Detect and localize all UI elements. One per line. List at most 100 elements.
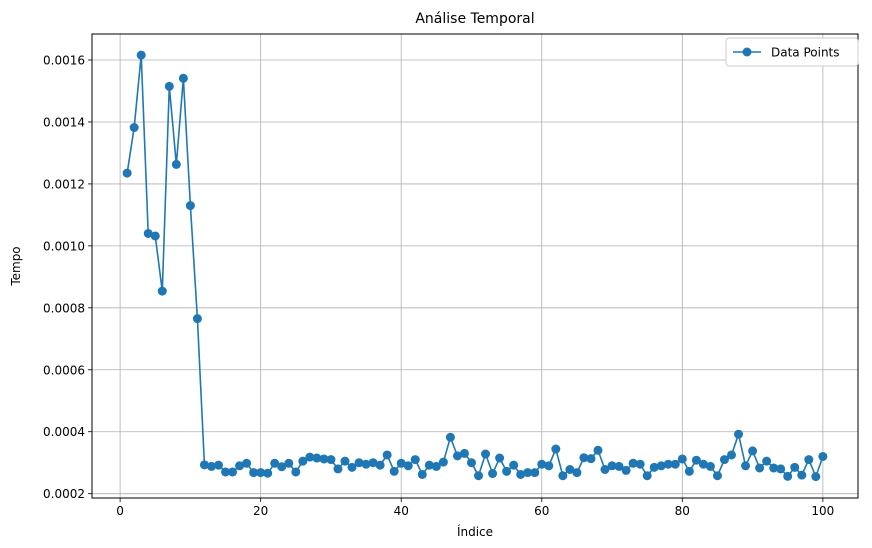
data-point — [361, 459, 371, 469]
data-point — [424, 460, 434, 470]
data-point — [157, 286, 167, 296]
y-tick-label: 0.0002 — [43, 487, 85, 501]
data-point — [375, 460, 385, 470]
data-point — [319, 454, 329, 464]
data-point — [396, 458, 406, 468]
data-point — [452, 451, 462, 461]
data-point — [734, 429, 744, 439]
data-point — [213, 460, 223, 470]
plot-frame — [91, 33, 859, 499]
x-tick-label: 60 — [534, 504, 549, 518]
data-point — [586, 454, 596, 464]
data-point — [670, 459, 680, 469]
x-tick-label: 20 — [253, 504, 268, 518]
data-point — [621, 465, 631, 475]
y-tick-label: 0.0004 — [43, 425, 85, 439]
data-point — [719, 455, 729, 465]
data-point — [544, 461, 554, 471]
data-point — [347, 462, 357, 472]
y-tick-label: 0.0016 — [43, 54, 85, 68]
data-point — [368, 458, 378, 468]
data-point — [649, 462, 659, 472]
data-point — [530, 468, 540, 478]
data-point — [698, 459, 708, 469]
legend: Data Points — [725, 37, 859, 67]
data-point — [783, 471, 793, 481]
data-point — [206, 461, 216, 471]
data-point — [818, 451, 828, 461]
data-point — [171, 159, 181, 169]
data-point — [642, 471, 652, 481]
data-point — [748, 446, 758, 456]
data-point — [199, 460, 209, 470]
chart-title: Análise Temporal — [415, 11, 534, 27]
data-point — [635, 459, 645, 469]
data-point — [488, 469, 498, 479]
data-point — [389, 466, 399, 476]
y-tick-label: 0.0006 — [43, 363, 85, 377]
data-point — [741, 461, 751, 471]
data-point — [403, 461, 413, 471]
data-point — [445, 432, 455, 442]
y-tick-label: 0.0014 — [43, 115, 85, 129]
data-point — [284, 458, 294, 468]
data-point — [466, 458, 476, 468]
data-point — [150, 231, 160, 241]
data-point — [326, 455, 336, 465]
data-point — [192, 314, 202, 324]
data-point — [431, 461, 441, 471]
data-point — [495, 453, 505, 463]
data-point — [354, 458, 364, 468]
data-point — [705, 461, 715, 471]
data-point — [382, 450, 392, 460]
data-point — [614, 461, 624, 471]
y-tick-label: 0.0012 — [43, 177, 85, 191]
legend-box — [725, 37, 859, 67]
data-point — [270, 458, 280, 468]
x-tick-label: 0 — [116, 504, 124, 518]
data-point — [143, 228, 153, 238]
x-axis-label: Índice — [457, 524, 493, 539]
data-point — [769, 463, 779, 473]
data-point — [228, 467, 238, 477]
data-point — [727, 450, 737, 460]
data-point — [305, 452, 315, 462]
data-point — [593, 445, 603, 455]
data-point — [178, 73, 188, 83]
data-point — [762, 456, 772, 466]
data-point — [164, 81, 174, 91]
x-tick-label: 40 — [394, 504, 409, 518]
data-point — [122, 168, 132, 178]
data-point — [572, 468, 582, 478]
data-point — [804, 455, 814, 465]
data-point — [417, 469, 427, 479]
y-tick-label: 0.0010 — [43, 239, 85, 253]
grid-lines — [92, 34, 858, 498]
data-point — [242, 458, 252, 468]
data-point — [600, 465, 610, 475]
data-point — [656, 461, 666, 471]
data-point — [607, 461, 617, 471]
data-point — [628, 458, 638, 468]
y-tick-label: 0.0008 — [43, 301, 85, 315]
data-point — [298, 456, 308, 466]
x-tick-label: 100 — [811, 504, 834, 518]
data-point — [291, 467, 301, 477]
x-axis: 0 20 40 60 80 100 — [116, 498, 834, 518]
data-point — [797, 470, 807, 480]
data-point — [776, 464, 786, 474]
data-point — [312, 453, 322, 463]
x-tick-label: 80 — [675, 504, 690, 518]
y-axis: 0.0002 0.0004 0.0006 0.0008 0.0010 0.0012 0.00… — [43, 54, 92, 501]
data-point — [221, 467, 231, 477]
series-line — [126, 54, 824, 478]
data-point — [333, 464, 343, 474]
data-point — [677, 454, 687, 464]
data-point — [537, 459, 547, 469]
legend-marker-swatch — [742, 47, 752, 57]
data-point — [790, 462, 800, 472]
legend-label: Data Points — [771, 46, 840, 60]
data-point — [185, 201, 195, 211]
data-point — [712, 471, 722, 481]
data-point — [474, 471, 484, 481]
